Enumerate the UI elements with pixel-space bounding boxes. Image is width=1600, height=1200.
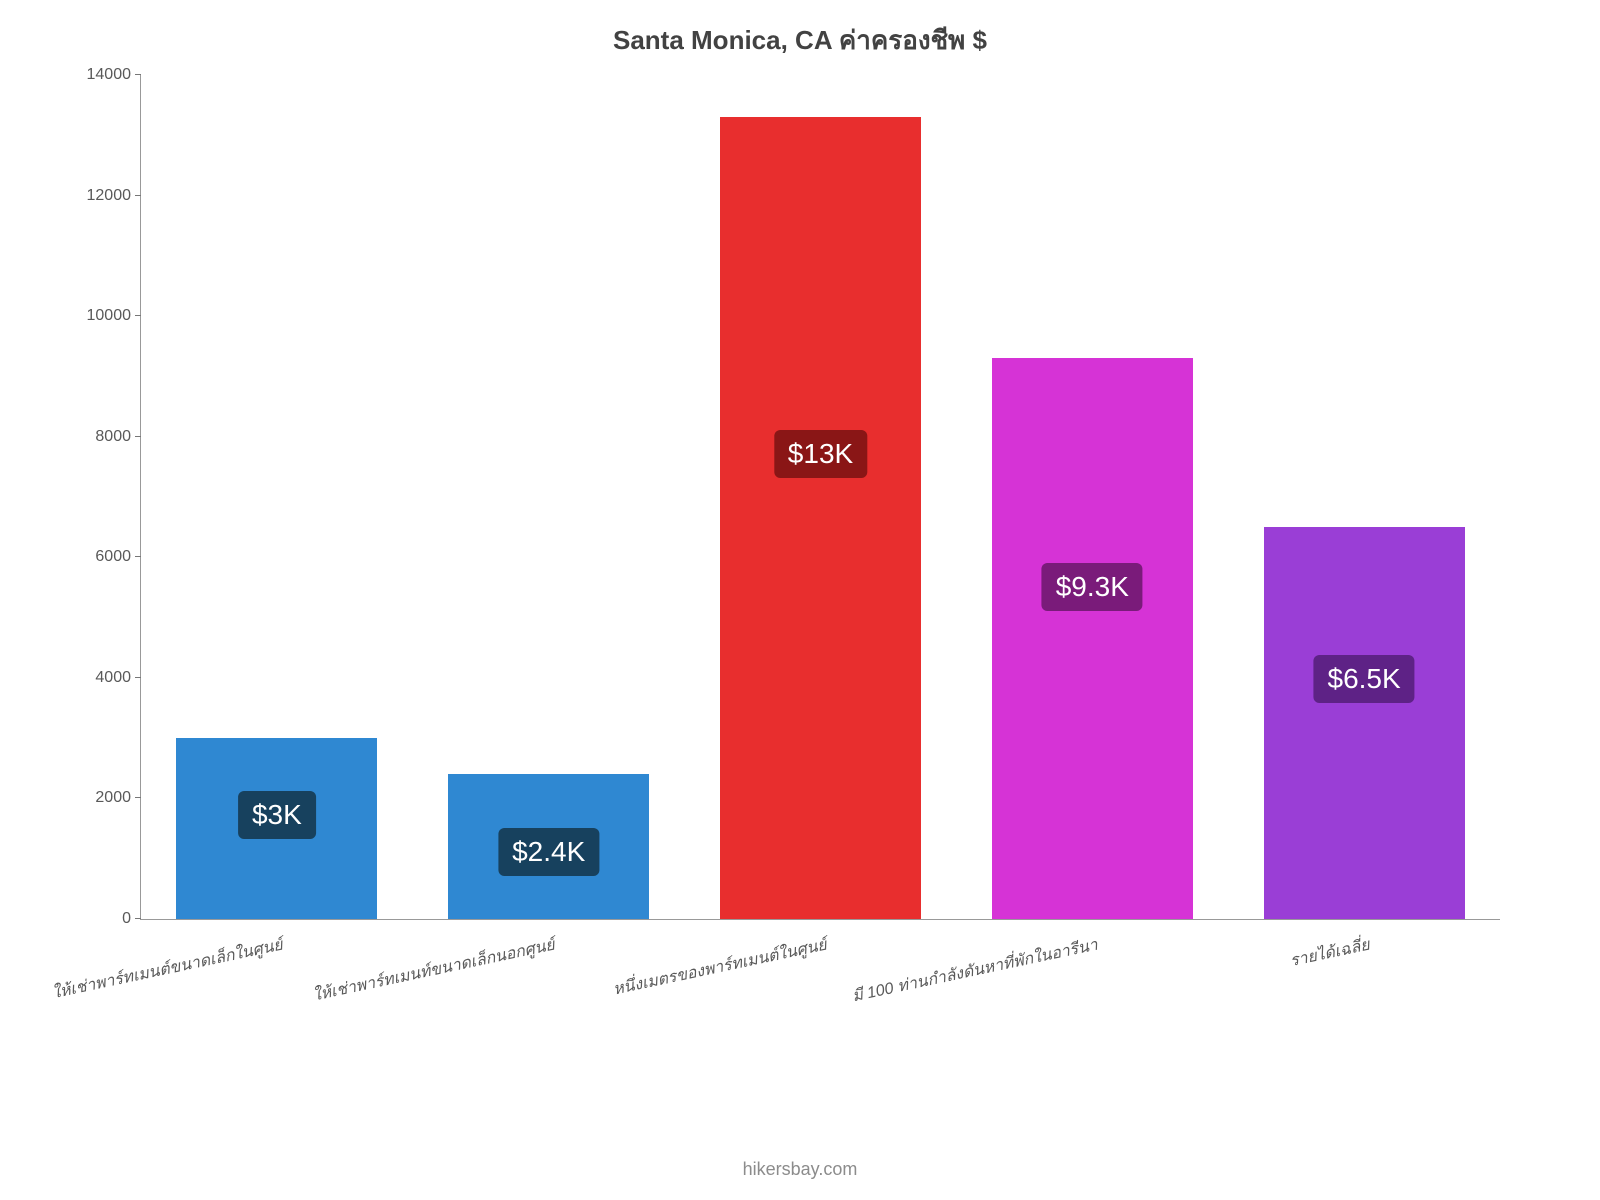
x-tick-label: รายได้เฉลี่ย bbox=[1285, 919, 1372, 974]
attribution-text: hikersbay.com bbox=[0, 1159, 1600, 1180]
bar-value-label: $3K bbox=[238, 791, 316, 839]
bar bbox=[992, 358, 1193, 919]
bar-value-label: $6.5K bbox=[1314, 655, 1415, 703]
bar-value-label: $2.4K bbox=[498, 828, 599, 876]
y-tick-label: 14000 bbox=[71, 66, 131, 84]
y-tick-label: 0 bbox=[71, 910, 131, 928]
y-tick-mark bbox=[135, 74, 141, 75]
y-tick-label: 10000 bbox=[71, 307, 131, 325]
y-tick-mark bbox=[135, 315, 141, 316]
y-tick-mark bbox=[135, 436, 141, 437]
y-tick-label: 12000 bbox=[71, 187, 131, 205]
plot-area: $3Kให้เช่าพาร์ทเมนต์ขนาดเล็กในศูนย์$2.4K… bbox=[140, 75, 1500, 920]
x-tick-label: หนึ่งเมตรของพาร์ทเมนต์ในศูนย์ bbox=[607, 919, 828, 1002]
chart-title: Santa Monica, CA ค่าครองชีพ $ bbox=[60, 20, 1540, 61]
y-tick-label: 8000 bbox=[71, 428, 131, 446]
x-tick-label: ให้เช่าพาร์ทเมนต์ขนาดเล็กในศูนย์ bbox=[47, 919, 285, 1006]
bar bbox=[720, 117, 921, 919]
y-tick-label: 4000 bbox=[71, 669, 131, 687]
bar-value-label: $13K bbox=[774, 430, 867, 478]
y-tick-mark bbox=[135, 556, 141, 557]
x-tick-label: ให้เช่าพาร์ทเมนท์ขนาดเล็กนอกศูนย์ bbox=[307, 919, 556, 1008]
y-tick-label: 6000 bbox=[71, 548, 131, 566]
y-tick-mark bbox=[135, 797, 141, 798]
bars-layer: $3Kให้เช่าพาร์ทเมนต์ขนาดเล็กในศูนย์$2.4K… bbox=[141, 75, 1500, 919]
chart-container: Santa Monica, CA ค่าครองชีพ $ $3Kให้เช่า… bbox=[60, 20, 1540, 1080]
bar bbox=[1264, 527, 1465, 919]
y-tick-mark bbox=[135, 677, 141, 678]
bar-value-label: $9.3K bbox=[1042, 563, 1143, 611]
y-tick-label: 2000 bbox=[71, 789, 131, 807]
y-tick-mark bbox=[135, 918, 141, 919]
y-tick-mark bbox=[135, 195, 141, 196]
x-tick-label: มี 100 ท่านกำลังดันหาที่พักในอารีนา bbox=[847, 919, 1100, 1009]
